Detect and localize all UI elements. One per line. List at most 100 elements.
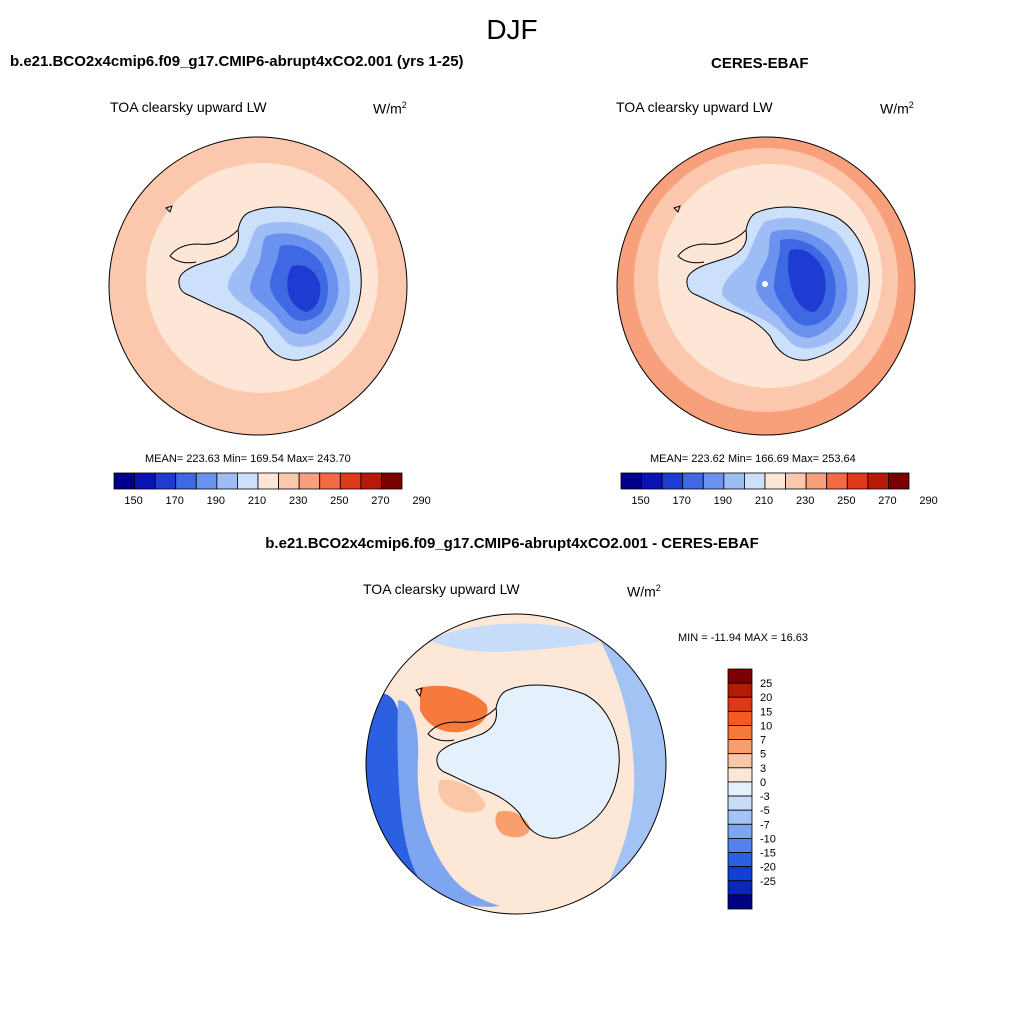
panel1-stats: MEAN= 223.63 Min= 169.54 Max= 243.70 bbox=[145, 453, 351, 465]
panel1-south-america-tip bbox=[165, 205, 173, 213]
panel2-colorbar-tick-label-170: 170 bbox=[673, 495, 691, 507]
panel1-colorbar-tick-label-290: 290 bbox=[412, 495, 430, 507]
panel2-south-america-tip bbox=[673, 205, 681, 213]
panel3-colorbar-swatch-5 bbox=[727, 739, 753, 755]
panel3-colorbar-swatch-2 bbox=[727, 696, 753, 712]
panel3-colorbar-swatch-1 bbox=[727, 682, 753, 698]
panel3-colorbar-swatch-16 bbox=[727, 894, 753, 910]
panel3-variable-label: TOA clearsky upward LW bbox=[363, 581, 520, 597]
panel1-colorbar-tick-label-230: 230 bbox=[289, 495, 307, 507]
panel3-antarctica-fill bbox=[436, 685, 620, 839]
panel3-coastline bbox=[436, 684, 620, 839]
panel1-colorbar-swatch-6 bbox=[237, 472, 259, 490]
panel1-colorbar-swatch-3 bbox=[175, 472, 197, 490]
panel3-map bbox=[365, 613, 667, 915]
panel3-colorbar-label-4: 7 bbox=[760, 735, 766, 747]
panel3-colorbar-swatch-11 bbox=[727, 823, 753, 839]
panel3-colorbar-swatch-7 bbox=[727, 767, 753, 783]
panel2-colorbar-tick-label-250: 250 bbox=[837, 495, 855, 507]
panel2-stats: MEAN= 223.62 Min= 166.69 Max= 253.64 bbox=[650, 453, 856, 465]
panel3-colorbar-label-11: -10 bbox=[760, 833, 776, 845]
panel2-colorbar-swatch-1 bbox=[641, 472, 663, 490]
panel3-colorbar-label-13: -20 bbox=[760, 862, 776, 874]
panel2-colorbar-swatch-8 bbox=[785, 472, 807, 490]
panel2-variable-label: TOA clearsky upward LW bbox=[616, 99, 773, 115]
panel1-units-exponent: 2 bbox=[401, 100, 407, 110]
panel3-colorbar-swatch-14 bbox=[727, 866, 753, 882]
panel1-colorbar-swatch-0 bbox=[113, 472, 135, 490]
panel1-colorbar-swatch-5 bbox=[216, 472, 238, 490]
panel1-plateau-min-fill bbox=[287, 264, 321, 312]
panel3-colorbar-label-7: 0 bbox=[760, 777, 766, 789]
panel3-map-border bbox=[365, 613, 667, 915]
panel1-units-base: W/m bbox=[373, 100, 402, 117]
panel2-colorbar-swatch-4 bbox=[702, 472, 725, 490]
panel3-north-negative-band bbox=[430, 623, 610, 652]
panel1-colorbar-tick-label-190: 190 bbox=[207, 495, 225, 507]
panel2-colorbar-swatch-6 bbox=[744, 472, 766, 490]
panel1-colorbar-tick-label-210: 210 bbox=[248, 495, 266, 507]
panel3-colorbar-label-0: 25 bbox=[760, 678, 772, 690]
panel2-colorbar-tick-label-150: 150 bbox=[631, 495, 649, 507]
panel2-colorbar: 150 170 190 210 230 250 270 290 bbox=[620, 472, 938, 507]
panel2-colorbar-tick-label-190: 190 bbox=[714, 495, 732, 507]
panel2-colorbar-swatch-13 bbox=[888, 472, 910, 490]
panel2-units-exponent: 2 bbox=[908, 100, 914, 110]
panel1-coastline bbox=[178, 206, 362, 361]
panel3-colorbar: 25 20 15 10 7 5 3 0 -3 -5 -7 -10 -15 -20 -25 bbox=[727, 668, 776, 910]
panel1-colorbar-swatch-11 bbox=[339, 472, 362, 490]
panel3-colorbar-label-3: 10 bbox=[760, 720, 772, 732]
panel1-colorbar-swatch-7 bbox=[257, 472, 279, 490]
panel3-colorbar-swatch-12 bbox=[727, 838, 753, 853]
panel1-colorbar-swatch-8 bbox=[278, 472, 300, 490]
panel3-colorbar-label-10: -7 bbox=[760, 819, 770, 831]
panel3-colorbar-label-12: -15 bbox=[760, 848, 776, 860]
panel2-colorbar-tick-label-290: 290 bbox=[919, 495, 937, 507]
panel3-colorbar-swatch-15 bbox=[727, 880, 753, 896]
panel3-peninsula-positive bbox=[420, 685, 488, 733]
panel2-coastline bbox=[686, 206, 870, 361]
panel1-colorbar-swatch-10 bbox=[319, 472, 341, 490]
panel3-units: W/m2 bbox=[627, 583, 661, 600]
panel2-plateau-min-fill bbox=[787, 249, 826, 312]
panel3-units-base: W/m bbox=[627, 583, 656, 600]
panel3-colorbar-swatch-8 bbox=[727, 781, 753, 797]
panel1-colorbar-swatch-13 bbox=[381, 472, 403, 490]
panel3-colorbar-label-1: 20 bbox=[760, 692, 772, 704]
panel1-variable-label: TOA clearsky upward LW bbox=[110, 99, 267, 115]
figure-title: DJF bbox=[486, 14, 538, 45]
panel3-south-america-tip bbox=[415, 687, 423, 698]
panel3-weddell-positive bbox=[438, 779, 486, 813]
panel3-title: b.e21.BCO2x4cmip6.f09_g17.CMIP6-abrupt4x… bbox=[265, 535, 759, 552]
panel1-colorbar-tick-label-150: 150 bbox=[124, 495, 142, 507]
panel2-units-base: W/m bbox=[880, 100, 909, 117]
panel2-title: CERES-EBAF bbox=[711, 55, 809, 72]
panel2-colorbar-swatch-2 bbox=[661, 472, 684, 490]
panel2-colorbar-swatch-12 bbox=[867, 472, 889, 490]
panel2-colorbar-swatch-0 bbox=[620, 472, 642, 490]
panel1-colorbar-tick-label-270: 270 bbox=[371, 495, 389, 507]
panel1-peninsula-coastline bbox=[169, 229, 239, 264]
panel3-colorbar-swatch-13 bbox=[727, 852, 753, 868]
panel3-west-negative-inner bbox=[397, 700, 500, 907]
panel2-colorbar-swatch-7 bbox=[764, 472, 786, 490]
panel2-pole-hole bbox=[762, 281, 768, 287]
panel3-colorbar-label-2: 15 bbox=[760, 706, 772, 718]
panel1-colorbar-swatch-1 bbox=[134, 472, 156, 490]
panel2-colorbar-tick-label-230: 230 bbox=[796, 495, 814, 507]
panel1-colorbar-swatch-9 bbox=[298, 472, 321, 490]
panel2-peninsula-coastline bbox=[677, 229, 747, 264]
panel3-colorbar-swatch-6 bbox=[727, 753, 753, 769]
panel3-colorbar-swatch-3 bbox=[727, 710, 753, 726]
panel1-colorbar-swatch-12 bbox=[360, 472, 382, 490]
panel2-map bbox=[616, 136, 916, 436]
panel3-units-exponent: 2 bbox=[655, 583, 661, 593]
panel1-colorbar: 150 170 190 210 230 250 270 290 bbox=[113, 472, 431, 507]
panel2-colorbar-swatch-9 bbox=[805, 472, 828, 490]
panel2-colorbar-swatch-10 bbox=[826, 472, 848, 490]
panel3-minmax: MIN = -11.94 MAX = 16.63 bbox=[678, 632, 809, 644]
panel2-colorbar-swatch-5 bbox=[723, 472, 745, 490]
panel3-colorbar-swatch-9 bbox=[727, 795, 753, 811]
panel1-map bbox=[108, 136, 408, 436]
